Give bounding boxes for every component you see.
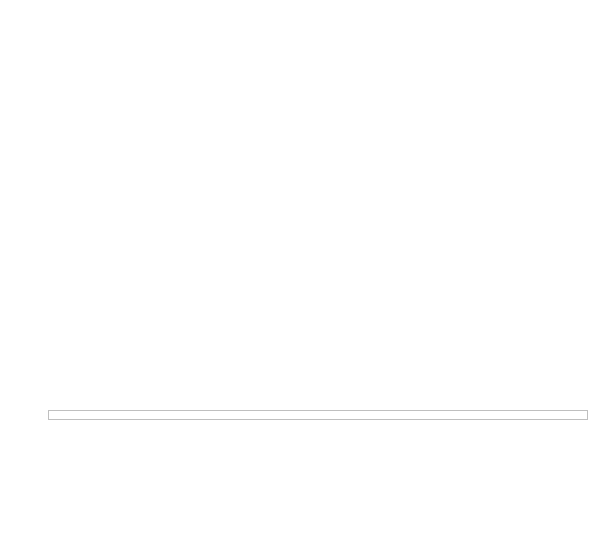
- chart-area: [0, 4, 600, 404]
- line-chart-svg: [0, 4, 600, 404]
- legend: [48, 410, 588, 420]
- legend-box: [48, 410, 588, 420]
